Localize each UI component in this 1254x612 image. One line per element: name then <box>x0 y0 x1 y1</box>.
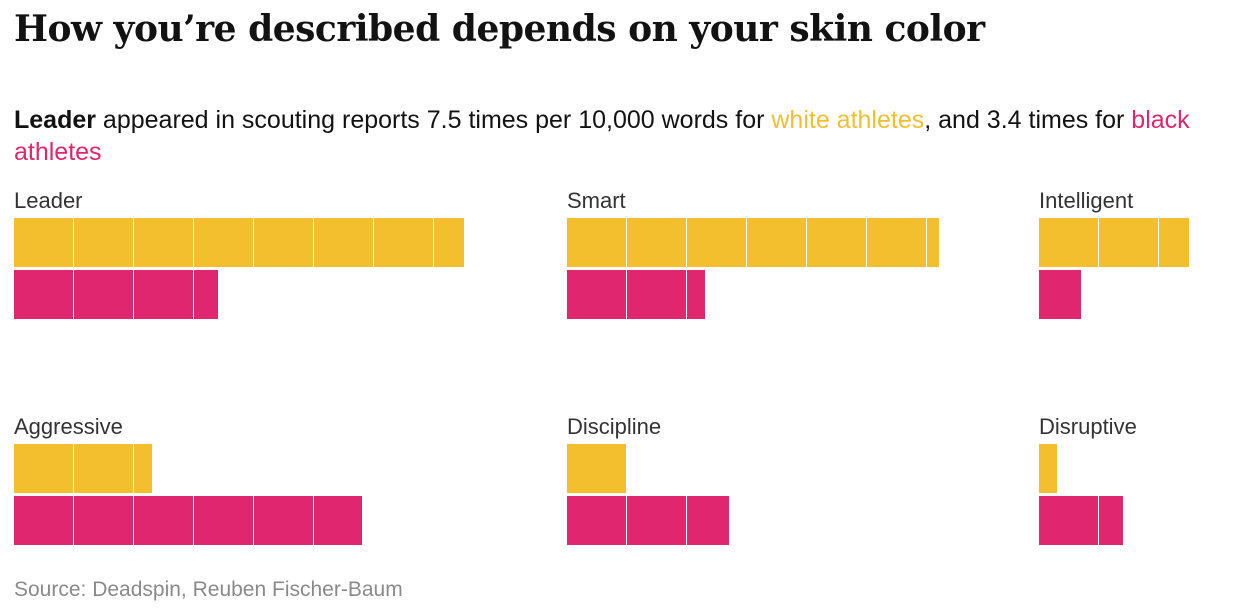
source-note: Source: Deadspin, Reuben Fischer-Baum <box>14 578 403 601</box>
panel-label: Intelligent <box>1039 188 1134 213</box>
bar-segment <box>567 496 626 545</box>
bar-segment-partial <box>1099 496 1123 545</box>
bar-white-athletes <box>14 444 152 493</box>
bar-segment <box>1039 218 1098 267</box>
bar-segment <box>567 444 626 493</box>
bar-black-athletes <box>14 270 218 319</box>
bar-black-athletes <box>567 496 729 545</box>
bar-segment <box>194 496 253 545</box>
bar-segment <box>867 218 926 267</box>
bar-segment <box>134 496 193 545</box>
bar-segment-partial <box>194 270 218 319</box>
bar-black-athletes <box>1039 270 1081 319</box>
bar-black-athletes <box>567 270 705 319</box>
bar-segment <box>194 218 253 267</box>
bar-segment-partial <box>687 496 729 545</box>
bar-segment <box>747 218 806 267</box>
bar-segment-partial <box>314 496 362 545</box>
bar-segment <box>254 218 313 267</box>
bar-segment-partial <box>134 444 152 493</box>
bar-pair <box>1039 218 1189 319</box>
bar-segment <box>134 270 193 319</box>
bar-segment-partial <box>1039 270 1081 319</box>
bar-pair <box>1039 444 1123 545</box>
chart-subtitle: Leader appeared in scouting reports 7.5 … <box>14 104 1239 168</box>
bar-segment <box>14 444 73 493</box>
panel-label: Leader <box>14 188 83 213</box>
bar-black-athletes <box>1039 496 1123 545</box>
subtitle-lead-word: Leader <box>14 106 96 134</box>
panel-label: Aggressive <box>14 414 123 439</box>
bar-white-athletes <box>1039 218 1189 267</box>
bar-segment-partial <box>687 270 705 319</box>
bar-white-athletes <box>1039 444 1057 493</box>
bar-segment <box>74 218 133 267</box>
subtitle-text-1: appeared in scouting reports 7.5 times p… <box>95 106 772 134</box>
bar-pair <box>14 218 464 319</box>
bar-segment <box>807 218 866 267</box>
legend-white-athletes: white athletes <box>771 106 925 134</box>
bar-pair <box>567 218 939 319</box>
bar-segment <box>14 496 73 545</box>
bar-segment <box>314 218 373 267</box>
subtitle-text-2: , and 3.4 times for <box>924 106 1132 134</box>
bar-segment-partial <box>1159 218 1189 267</box>
bar-segment <box>567 270 626 319</box>
bar-segment <box>14 270 73 319</box>
legend-black-athletes: black athletes <box>14 106 1190 166</box>
bar-segment-partial <box>434 218 464 267</box>
bar-segment <box>134 218 193 267</box>
bar-pair <box>567 444 729 545</box>
bar-white-athletes <box>14 218 464 267</box>
bar-pair <box>14 444 362 545</box>
bar-segment <box>74 270 133 319</box>
panel-label: Smart <box>567 188 626 213</box>
bar-segment-partial <box>927 218 939 267</box>
bar-black-athletes <box>14 496 362 545</box>
bar-segment <box>74 444 133 493</box>
bar-segment <box>1039 496 1098 545</box>
bar-white-athletes <box>567 218 939 267</box>
bar-segment <box>627 270 686 319</box>
panel-label: Disruptive <box>1039 414 1137 439</box>
bar-segment <box>627 496 686 545</box>
bar-segment <box>627 218 686 267</box>
bar-segment <box>374 218 433 267</box>
bar-segment <box>74 496 133 545</box>
panel-label: Discipline <box>567 414 662 439</box>
bar-segment <box>687 218 746 267</box>
bar-segment <box>1099 218 1158 267</box>
bar-segment <box>14 218 73 267</box>
bar-segment <box>254 496 313 545</box>
bar-white-athletes <box>567 444 626 493</box>
bar-segment <box>567 218 626 267</box>
bar-segment-partial <box>1039 444 1057 493</box>
chart-title: How you’re described depends on your ski… <box>14 8 985 50</box>
